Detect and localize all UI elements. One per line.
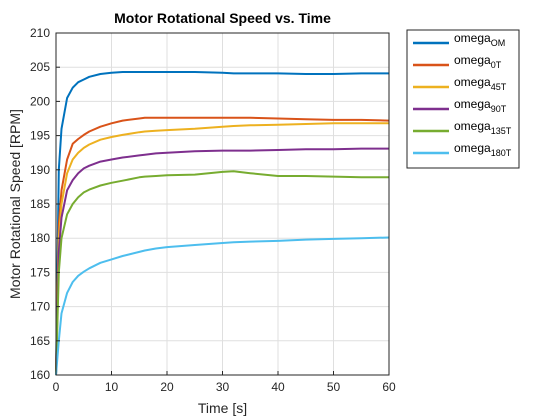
- series-line-om: [55, 71, 389, 376]
- series-line-135t: [55, 170, 389, 376]
- legend-entry: omega90T: [454, 97, 507, 114]
- y-tick-label: 185: [30, 197, 50, 211]
- tick-labels: 0 10 20 30 40 50 60 160 165 170 175 180 185 190 195 200…: [30, 26, 396, 394]
- y-tick-label: 160: [30, 368, 50, 382]
- series-line-45t: [55, 122, 389, 376]
- y-tick-label: 195: [30, 129, 50, 143]
- legend-box: [406, 29, 520, 169]
- x-tick-label: 0: [53, 380, 60, 394]
- series-layer: [55, 71, 390, 376]
- x-tick-label: 20: [160, 380, 174, 394]
- legend-entry: omega45T: [454, 75, 507, 92]
- y-tick-label: 190: [30, 163, 50, 177]
- legend-entry: omega180T: [454, 141, 512, 158]
- x-tick-label: 10: [105, 380, 119, 394]
- y-tick-label: 180: [30, 231, 50, 245]
- legend-entry: omega135T: [454, 119, 512, 136]
- x-tick-label: 50: [327, 380, 341, 394]
- x-tick-label: 40: [271, 380, 285, 394]
- y-tick-label: 170: [30, 300, 50, 314]
- legend-entry: omega0T: [454, 53, 502, 70]
- y-tick-label: 205: [30, 60, 50, 74]
- grid: [55, 32, 390, 376]
- legend-entry: omegaOM: [454, 31, 505, 48]
- series-line-90t: [55, 147, 389, 376]
- series-line-180t: [55, 236, 390, 376]
- y-axis-label: Motor Rotational Speed [RPM]: [7, 109, 23, 299]
- legend: omegaOM omega0T omega45T omega90T omega135T o…: [406, 29, 520, 169]
- x-tick-label: 30: [216, 380, 230, 394]
- series-line-0t: [55, 116, 390, 376]
- x-axis-label: Time [s]: [198, 400, 247, 416]
- y-tick-label: 175: [30, 265, 50, 279]
- chart-title: Motor Rotational Speed vs. Time: [114, 10, 331, 26]
- y-tick-label: 165: [30, 334, 50, 348]
- y-tick-label: 200: [30, 94, 50, 108]
- x-tick-label: 60: [382, 380, 396, 394]
- y-tick-label: 210: [30, 26, 50, 40]
